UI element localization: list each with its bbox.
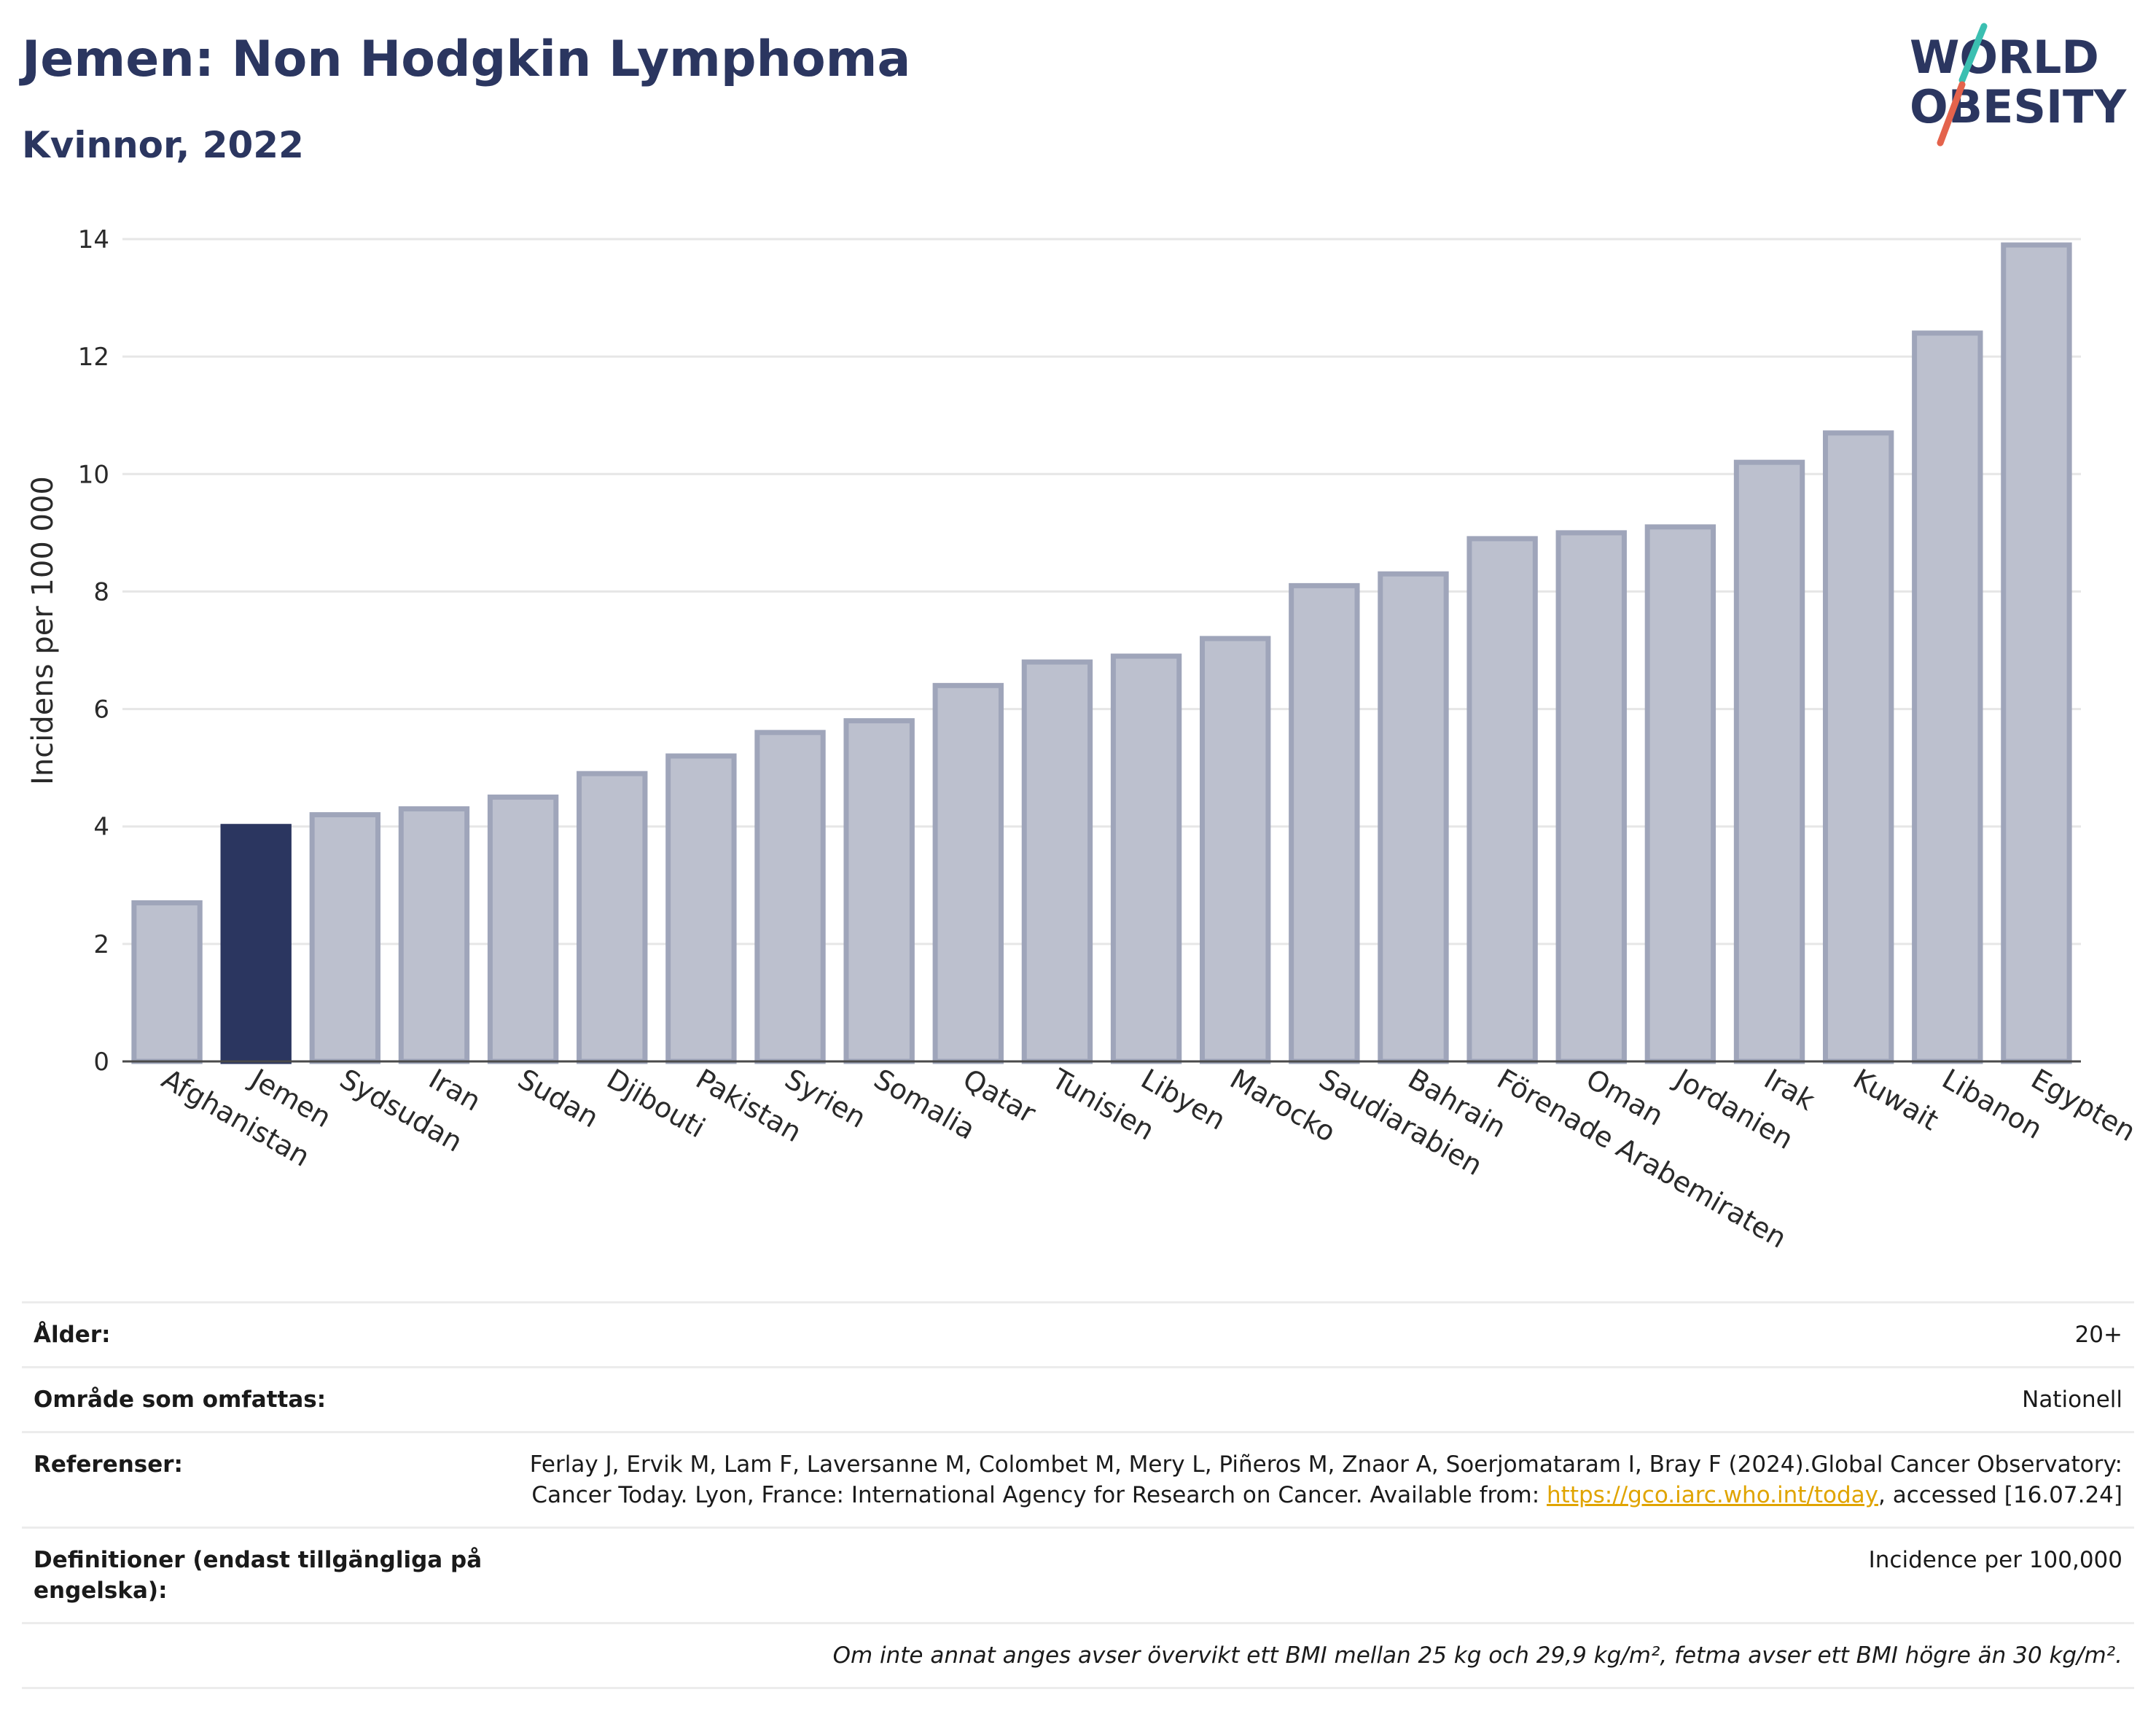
bar [1466,536,1538,1064]
bar [220,824,292,1064]
axes: 0 2 4 6 8 10 12 14 [78,225,2081,1077]
age-label: Ålder: [34,1322,111,1348]
info-row-note: Om inte annat anges avser övervikt ett B… [22,1622,2134,1689]
y-tick-label: 12 [78,343,109,372]
bmi-note: Om inte annat anges avser övervikt ett B… [832,1642,2122,1669]
y-axis-title: Incidens per 100 000 [26,476,60,785]
info-row-age: Ålder: 20+ [22,1301,2134,1366]
bar [1200,636,1271,1064]
x-tick-label: Djibouti [601,1063,711,1145]
references-link[interactable]: https://gco.iarc.who.int/today [1547,1482,1878,1508]
bars [131,242,2072,1064]
bar [665,753,737,1064]
bar [1912,330,1983,1064]
bar [1555,530,1627,1064]
logo-slash-teal [1958,23,1988,84]
bar [1822,430,1894,1064]
bar [577,771,648,1064]
area-label: Område som omfattas: [34,1387,327,1413]
definitions-label: Definitioner (endast tillgängliga på eng… [34,1547,483,1604]
x-tick-label: Kuwait [1848,1063,1944,1137]
y-tick-label: 2 [93,930,109,959]
age-value: 20+ [2074,1322,2122,1348]
bar [1644,524,1716,1064]
x-tick-label: Somalia [869,1063,981,1146]
references-text: Ferlay J, Ervik M, Lam F, Laversanne M, … [529,1451,2122,1508]
world-obesity-logo: WORLD OBESITY [1910,23,2127,147]
x-tick-label: Tunisien [1046,1062,1160,1147]
bar [2001,242,2072,1064]
logo-text-world: WORLD [1910,31,2099,84]
info-row-definitions: Definitioner (endast tillgängliga på eng… [22,1527,2134,1622]
x-tick-label: Sudan [512,1063,604,1134]
page-title: Jemen: Non Hodgkin Lymphoma [22,31,911,88]
y-tick-label: 10 [78,460,109,489]
references-value: Ferlay J, Ervik M, Lam F, Laversanne M, … [515,1449,2122,1510]
x-tick-label: Egypten [2026,1063,2141,1148]
x-tick-label: Libanon [1937,1063,2047,1145]
bar [1021,659,1093,1064]
area-value: Nationell [2022,1387,2122,1413]
bar [487,794,559,1064]
bar [1289,582,1360,1064]
bar [1733,459,1805,1064]
y-tick-label: 4 [93,813,109,842]
bar [1378,571,1449,1064]
x-tick-label: Iran [423,1063,486,1118]
bar [843,718,915,1064]
bar [309,812,381,1064]
info-table: Ålder: 20+ Område som omfattas: Nationel… [22,1301,2134,1689]
page-subtitle: Kvinnor, 2022 [22,124,304,166]
x-tick-label: Irak [1759,1063,1820,1117]
info-row-references: Referenser: Ferlay J, Ervik M, Lam F, La… [22,1431,2134,1527]
bar [398,806,470,1064]
logo-text-obesity: OBESITY [1910,80,2127,133]
y-tick-label: 8 [93,577,109,607]
bar [131,900,203,1064]
bar [932,682,1004,1064]
logo-slash-red [1937,81,1966,147]
bar [754,730,826,1064]
definitions-value: Incidence per 100,000 [1868,1547,2122,1573]
references-accessed: , accessed [16.07.24] [1878,1482,2122,1508]
y-tick-label: 14 [78,225,109,254]
references-label: Referenser: [34,1451,183,1478]
y-tick-label: 0 [93,1048,109,1077]
bar [1110,653,1182,1064]
info-row-area: Område som omfattas: Nationell [22,1366,2134,1431]
y-tick-label: 6 [93,695,109,725]
